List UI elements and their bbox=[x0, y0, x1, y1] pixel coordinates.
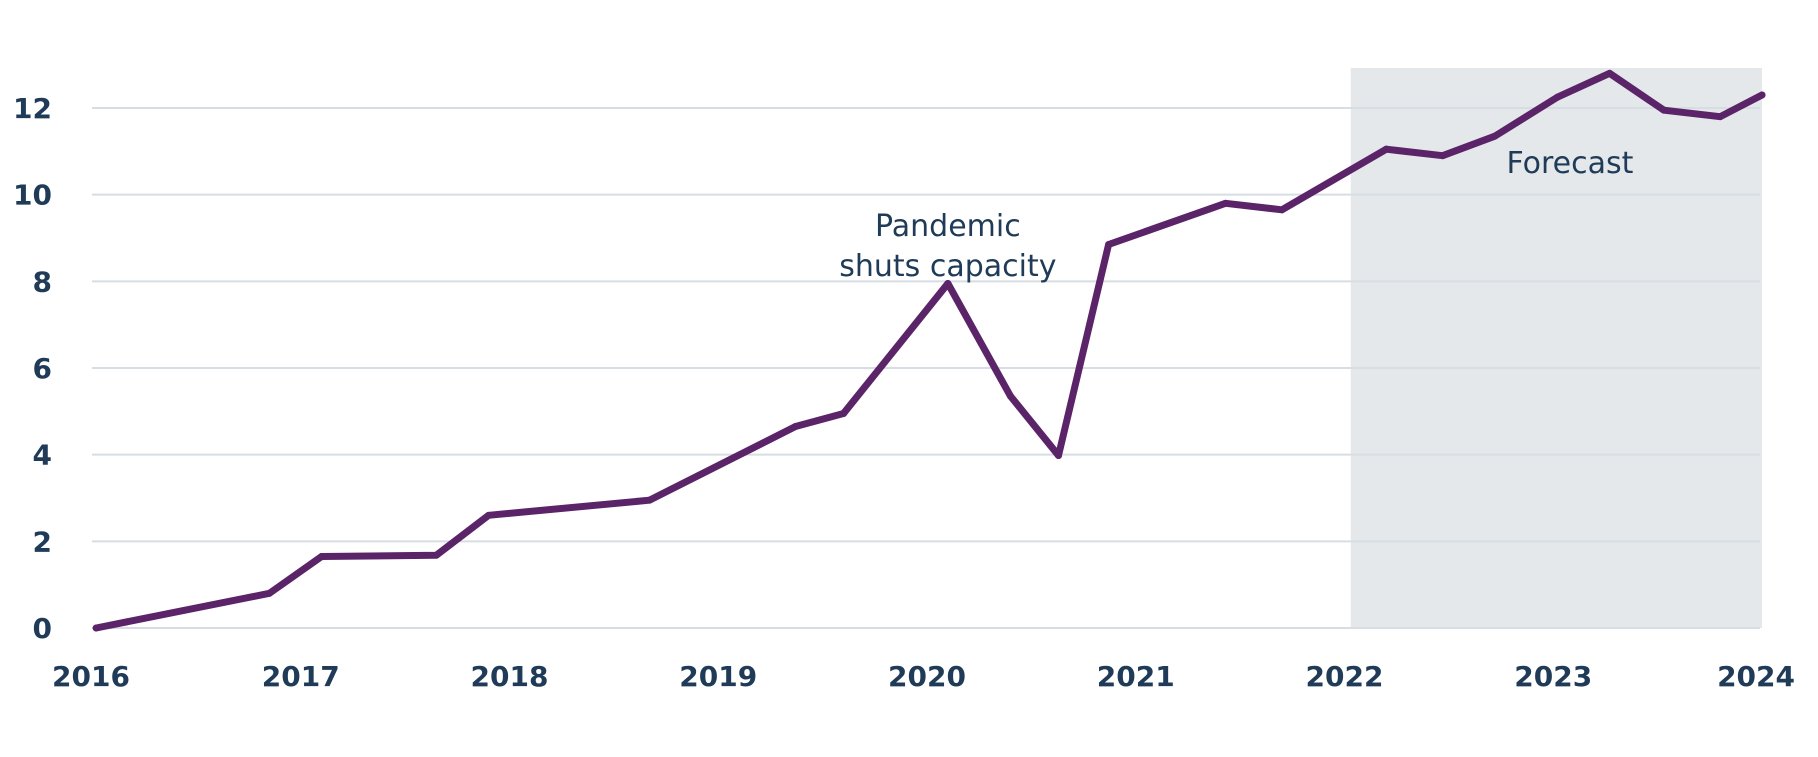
forecast-band bbox=[1350, 68, 1762, 628]
data-point bbox=[944, 280, 952, 287]
x-tick-label: 2020 bbox=[888, 660, 966, 693]
y-tick-label: 6 bbox=[33, 352, 52, 385]
data-point bbox=[485, 511, 493, 519]
data-point bbox=[791, 423, 799, 430]
forecast-region bbox=[1350, 68, 1762, 628]
x-tick-label: 2024 bbox=[1717, 660, 1795, 693]
x-tick-label: 2016 bbox=[52, 660, 130, 693]
data-point bbox=[1553, 93, 1561, 101]
x-tick-label: 2019 bbox=[679, 660, 757, 693]
x-tick-label: 2021 bbox=[1097, 660, 1175, 693]
data-point bbox=[1606, 69, 1614, 77]
y-tick-label: 0 bbox=[33, 612, 52, 645]
data-point bbox=[1222, 199, 1230, 207]
data-point bbox=[1105, 241, 1113, 248]
data-point bbox=[1055, 452, 1063, 460]
x-tick-label: 2022 bbox=[1306, 660, 1384, 693]
y-tick-label: 4 bbox=[33, 439, 52, 472]
y-tick-label: 8 bbox=[33, 265, 52, 298]
data-point bbox=[1660, 106, 1668, 114]
annotations: Forecast Pandemic shuts capacity bbox=[839, 146, 1633, 284]
series-line bbox=[92, 69, 1766, 632]
data-point bbox=[1007, 392, 1014, 400]
data-point bbox=[318, 553, 326, 560]
x-tick-label: 2018 bbox=[471, 660, 549, 693]
y-tick-label: 12 bbox=[13, 92, 52, 125]
data-point bbox=[1758, 91, 1766, 99]
y-tick-label: 10 bbox=[13, 179, 52, 212]
x-axis: 2016 2017 2018 2019 2020 2021 2022 2023 2024 bbox=[52, 660, 1795, 693]
forecast-label: Forecast bbox=[1506, 146, 1633, 181]
data-point bbox=[1716, 113, 1724, 121]
data-point bbox=[1278, 206, 1286, 214]
gridlines bbox=[92, 107, 1760, 629]
data-point bbox=[265, 589, 273, 597]
data-point bbox=[92, 624, 100, 632]
y-tick-label: 2 bbox=[33, 525, 52, 558]
x-tick-label: 2017 bbox=[262, 660, 340, 693]
data-point bbox=[432, 551, 440, 559]
data-point bbox=[840, 410, 847, 417]
x-tick-label: 2023 bbox=[1514, 660, 1592, 693]
series-layer bbox=[92, 69, 1766, 632]
annotation-pandemic-line: shuts capacity bbox=[839, 249, 1056, 284]
data-point bbox=[1439, 152, 1447, 160]
data-point bbox=[1491, 132, 1499, 140]
y-axis: 0 2 4 6 8 10 12 bbox=[13, 92, 52, 645]
data-point bbox=[645, 496, 653, 504]
annotation-pandemic-line: Pandemic bbox=[875, 209, 1021, 244]
data-point bbox=[1382, 145, 1390, 153]
